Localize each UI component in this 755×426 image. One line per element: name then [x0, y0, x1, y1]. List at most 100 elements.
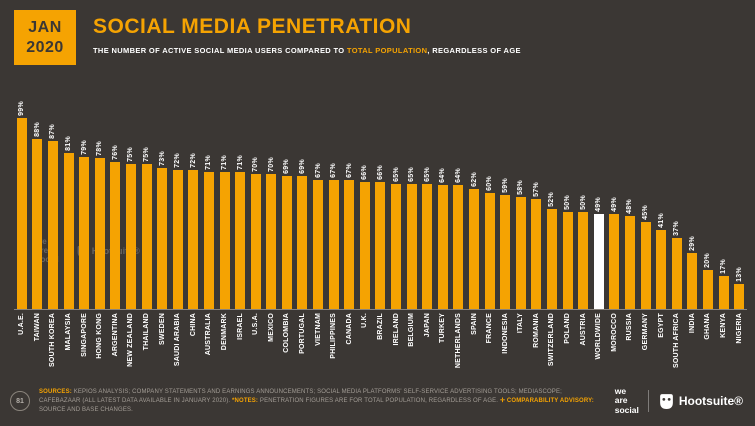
bar-value-label: 73%	[158, 151, 166, 166]
bar	[546, 209, 557, 309]
bar-value-label: 67%	[345, 163, 353, 178]
bar-value-label: 72%	[189, 153, 197, 168]
bar	[406, 184, 417, 309]
bar-column: 70%	[264, 157, 280, 309]
sources-text: KEPIOS ANALYSIS; COMPANY STATEMENTS AND …	[39, 388, 562, 404]
bar	[250, 174, 261, 309]
bar-value-label: 75%	[127, 147, 135, 162]
notes-text: PENETRATION FIGURES ARE FOR TOTAL POPULA…	[258, 397, 500, 404]
subtitle-highlight: TOTAL POPULATION	[346, 46, 428, 55]
category-cell: INDONESIA	[497, 310, 513, 376]
category-label: NIGERIA	[735, 313, 743, 344]
category-label: ISRAEL	[236, 313, 244, 340]
bar	[63, 153, 74, 309]
category-cell: SINGAPORE	[76, 310, 92, 376]
category-cell: HONG KONG	[92, 310, 108, 376]
bar	[297, 176, 308, 309]
divider	[647, 390, 649, 412]
logo-text: Hootsuite®	[678, 394, 743, 408]
bar-value-label: 29%	[688, 236, 696, 251]
bar-column: 20%	[700, 253, 716, 309]
bar	[718, 276, 729, 309]
bar	[344, 180, 355, 309]
bar-value-label: 75%	[143, 147, 151, 162]
category-cell: GERMANY	[638, 310, 654, 376]
category-cell: PORTUGAL	[295, 310, 311, 376]
logo-text: we	[614, 385, 627, 396]
bar-column: 70%	[248, 157, 264, 309]
category-label: U.A.E.	[18, 313, 26, 335]
category-cell: U.A.E.	[14, 310, 30, 376]
category-label: THAILAND	[143, 313, 151, 351]
category-label: PORTUGAL	[298, 313, 306, 354]
logo-text: are	[614, 395, 628, 406]
category-label: TAIWAN	[33, 313, 41, 342]
category-cell: IRELAND	[388, 310, 404, 376]
bar-column: 62%	[466, 172, 482, 309]
bar	[422, 184, 433, 309]
category-cell: INDIA	[685, 310, 701, 376]
categories-row: U.A.E. TAIWAN SOUTH KOREA MALAYSIA SINGAPORE…	[14, 310, 747, 376]
bar-value-label: 41%	[657, 213, 665, 228]
category-cell: ARGENTINA	[108, 310, 124, 376]
bar-column: 72%	[170, 153, 186, 309]
category-cell: TURKEY	[435, 310, 451, 376]
bar	[391, 184, 402, 309]
bar-column: 64%	[451, 168, 467, 309]
logo-text: social	[614, 404, 639, 415]
category-cell: SOUTH KOREA	[45, 310, 61, 376]
bar-value-label: 50%	[564, 195, 572, 210]
bar-column: 67%	[341, 163, 357, 309]
bar-column: 73%	[154, 151, 170, 309]
badge-month: JAN	[28, 19, 62, 37]
bar-column: 71%	[232, 155, 248, 309]
bar	[266, 174, 277, 309]
category-label: IRELAND	[392, 313, 400, 346]
bar-value-label: 52%	[548, 192, 556, 207]
bar	[235, 172, 246, 309]
category-cell: THAILAND	[139, 310, 155, 376]
category-label: BRAZIL	[376, 313, 384, 340]
page-title: SOCIAL MEDIA PENETRATION	[93, 15, 412, 38]
bar	[624, 216, 635, 309]
bar	[16, 118, 27, 309]
we-are-social-logo: we are social	[614, 385, 639, 415]
category-label: MALAYSIA	[65, 313, 73, 351]
category-cell: ROMANIA	[529, 310, 545, 376]
category-cell: SWEDEN	[154, 310, 170, 376]
page-number-badge: 81	[10, 391, 30, 411]
category-label: MEXICO	[267, 313, 275, 342]
category-label: CHINA	[189, 313, 197, 337]
bar-column: 65%	[404, 167, 420, 309]
bar	[375, 182, 386, 309]
bar-column: 49%	[607, 197, 623, 309]
category-label: WORLDWIDE	[595, 313, 603, 360]
bar-column: 71%	[217, 155, 233, 309]
bar	[79, 157, 90, 309]
bar-value-label: 69%	[283, 159, 291, 174]
bar	[453, 185, 464, 309]
bar-column: 29%	[685, 236, 701, 309]
category-cell: RUSSIA	[622, 310, 638, 376]
bar	[125, 164, 136, 309]
bar-column: 79%	[76, 140, 92, 309]
bar	[656, 230, 667, 309]
bar-column: 60%	[482, 176, 498, 309]
category-cell: ITALY	[513, 310, 529, 376]
category-cell: TAIWAN	[30, 310, 46, 376]
bars-row: 99% 88% 87% 81% 79% 78% 76% 75% 75% 73% 72% 72% 71% 7…	[14, 95, 747, 310]
bar-column: 13%	[731, 267, 747, 309]
bar-value-label: 99%	[18, 101, 26, 116]
bar	[328, 180, 339, 309]
bar-value-label: 45%	[642, 205, 650, 220]
category-label: CANADA	[345, 313, 353, 345]
category-label: KENYA	[720, 313, 728, 338]
category-cell: NETHERLANDS	[451, 310, 467, 376]
category-label: ROMANIA	[532, 313, 540, 348]
category-label: SOUTH KOREA	[49, 313, 57, 367]
bar	[32, 139, 43, 309]
category-label: TURKEY	[439, 313, 447, 343]
bar-value-label: 49%	[595, 197, 603, 212]
category-cell: BELGIUM	[404, 310, 420, 376]
